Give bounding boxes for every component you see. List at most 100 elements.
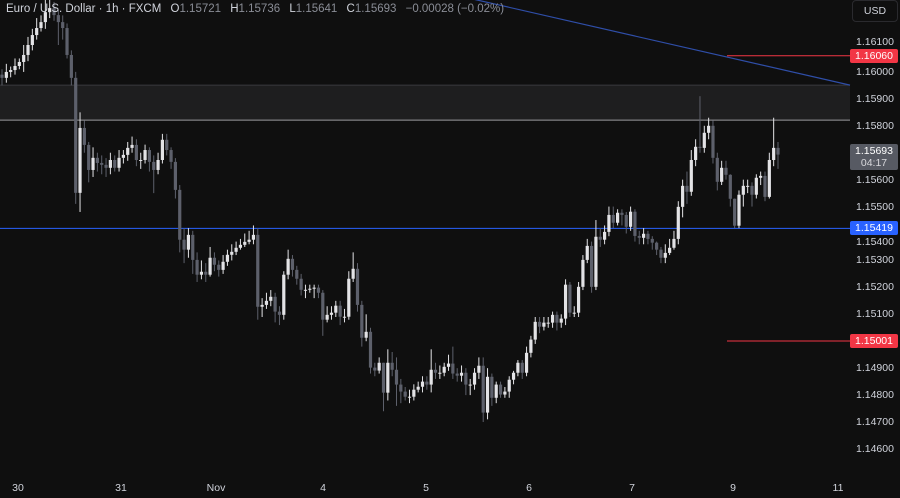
candle xyxy=(282,271,286,320)
candle xyxy=(455,368,459,382)
candle xyxy=(754,174,758,199)
candle-body xyxy=(681,185,685,207)
candle-body xyxy=(498,384,503,395)
candle xyxy=(251,225,256,245)
candle xyxy=(472,368,477,390)
candle-body xyxy=(338,305,342,317)
candle-body xyxy=(472,372,477,385)
candle-body xyxy=(642,233,646,238)
candle-body xyxy=(707,125,711,133)
candle xyxy=(568,281,572,317)
candle-body xyxy=(490,376,494,398)
candle-body xyxy=(537,321,542,327)
currency-button[interactable]: USD xyxy=(852,0,898,22)
candle-body xyxy=(13,66,17,71)
candle-body xyxy=(69,54,73,78)
candle xyxy=(143,144,147,164)
candle-body xyxy=(139,159,143,161)
candle-body xyxy=(65,28,69,55)
candle xyxy=(113,155,117,172)
candle xyxy=(498,381,503,398)
candle xyxy=(412,384,416,401)
candle xyxy=(329,306,334,320)
candle-body xyxy=(178,189,182,240)
candle xyxy=(759,171,763,186)
candle xyxy=(425,376,429,390)
candle-body xyxy=(572,312,576,314)
candle-body xyxy=(624,214,628,227)
drawing-lines[interactable] xyxy=(0,0,851,342)
candle-body xyxy=(199,271,204,275)
candle-body xyxy=(511,372,516,380)
candle xyxy=(685,171,689,204)
symbol-title[interactable]: Euro / U.S. Dollar · 1h · FXCM xyxy=(6,3,162,15)
candle-body xyxy=(663,252,667,258)
close-value: 1.15693 xyxy=(354,3,397,15)
candle-body xyxy=(113,159,117,168)
candle xyxy=(299,273,303,296)
candle-body xyxy=(481,365,485,413)
candle-body xyxy=(750,185,754,195)
candle-body xyxy=(412,389,416,397)
candle xyxy=(61,15,65,40)
candle xyxy=(546,316,550,328)
candle xyxy=(668,238,672,256)
candle xyxy=(35,18,39,40)
resistance-zone[interactable] xyxy=(0,84,850,121)
zone-rect[interactable] xyxy=(0,85,850,121)
candle-body xyxy=(191,234,195,260)
candle xyxy=(360,300,364,347)
change-value: −0.00028 (−0.02%) xyxy=(405,3,505,15)
candle-body xyxy=(290,258,295,270)
time-tick-label: 6 xyxy=(526,482,532,494)
candle xyxy=(121,150,125,164)
price-level-tag: 1.15419 xyxy=(850,221,898,236)
candle-body xyxy=(61,22,65,29)
candle xyxy=(199,260,204,280)
candle xyxy=(277,306,282,326)
candle-body xyxy=(615,212,620,223)
candle xyxy=(247,230,251,245)
candle-body xyxy=(425,381,429,385)
candle-body xyxy=(533,321,537,340)
candle-body xyxy=(251,234,256,240)
candle-body xyxy=(364,331,368,338)
candle xyxy=(594,220,598,291)
candle xyxy=(663,244,667,264)
candle-body xyxy=(104,164,108,168)
price-tick-label: 1.16000 xyxy=(856,65,894,78)
candle xyxy=(182,228,186,264)
candle-body xyxy=(455,373,459,376)
low-value: 1.15641 xyxy=(295,3,338,15)
price-tick-label: 1.15900 xyxy=(856,92,894,105)
candle-body xyxy=(351,268,355,279)
price-tick-label: 1.15600 xyxy=(856,173,894,186)
candle xyxy=(212,252,217,272)
candle-body xyxy=(238,244,243,248)
candle-body xyxy=(243,241,247,245)
candle xyxy=(56,9,60,45)
candle-body xyxy=(182,239,186,250)
candle-body xyxy=(373,367,377,371)
candle xyxy=(763,171,767,202)
candle xyxy=(776,141,780,169)
candle-body xyxy=(724,167,728,175)
current-price-tag: 1.15693 04:17 xyxy=(850,143,898,170)
candle-body xyxy=(772,147,776,160)
candle xyxy=(4,63,8,83)
candle xyxy=(494,381,498,404)
symbol-legend: Euro / U.S. Dollar · 1h · FXCM O1.15721 … xyxy=(6,3,504,15)
candle xyxy=(572,306,576,317)
candle xyxy=(698,96,702,153)
candle-body xyxy=(312,287,316,289)
trend-line[interactable] xyxy=(450,0,851,86)
candle xyxy=(269,290,273,307)
candle-body xyxy=(581,259,585,287)
time-tick-label: 31 xyxy=(115,482,127,494)
candle-body xyxy=(195,259,199,275)
candle xyxy=(260,298,264,317)
candle xyxy=(637,230,641,245)
candle xyxy=(204,263,208,282)
candle-body xyxy=(26,45,30,55)
